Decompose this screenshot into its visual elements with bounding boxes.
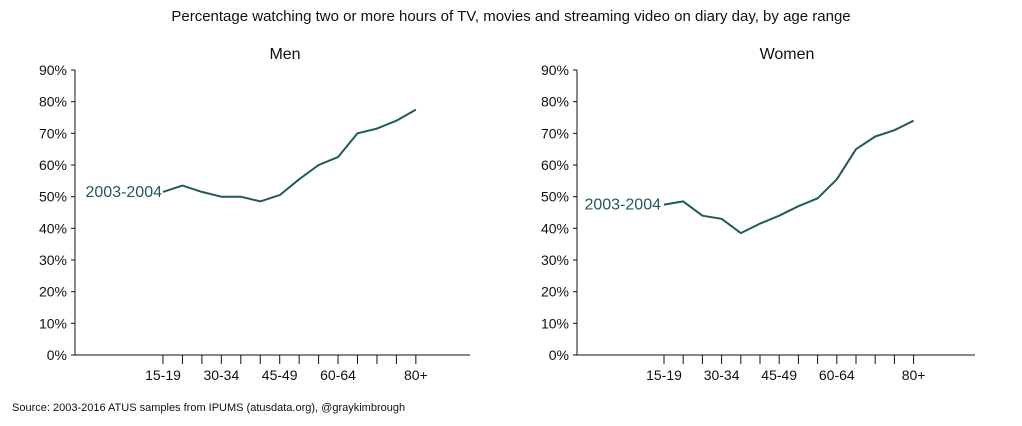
- y-tick-label: 50%: [541, 189, 569, 205]
- y-tick-label: 90%: [39, 62, 67, 78]
- x-tick-label: 80+: [902, 367, 926, 383]
- series-label: 2003-2004: [584, 197, 661, 214]
- x-tick-label: 60-64: [819, 367, 855, 383]
- y-tick-label: 50%: [39, 189, 67, 205]
- y-tick-label: 0%: [549, 347, 569, 363]
- y-tick-label: 30%: [39, 252, 67, 268]
- series-label: 2003-2004: [85, 184, 162, 201]
- x-tick-label: 80+: [404, 367, 428, 383]
- y-tick-label: 70%: [541, 125, 569, 141]
- y-tick-label: 10%: [541, 315, 569, 331]
- x-tick-label: 15-19: [646, 367, 682, 383]
- y-tick-label: 20%: [39, 284, 67, 300]
- panel-title: Women: [760, 46, 815, 63]
- x-tick-label: 30-34: [704, 367, 740, 383]
- y-tick-label: 10%: [39, 315, 67, 331]
- y-tick-label: 30%: [541, 252, 569, 268]
- y-tick-label: 80%: [541, 94, 569, 110]
- y-tick-label: 60%: [39, 157, 67, 173]
- women-panel: Women 0% 10% 20% 30% 40% 50% 60% 70% 80% 90% 15-19 3…: [541, 46, 975, 383]
- x-tick-label: 45-49: [262, 367, 298, 383]
- x-tick-label: 60-64: [320, 367, 356, 383]
- y-tick-label: 40%: [541, 220, 569, 236]
- panel-title: Men: [269, 46, 300, 63]
- y-tick-label: 60%: [541, 157, 569, 173]
- y-tick-label: 80%: [39, 94, 67, 110]
- y-tick-label: 0%: [47, 347, 67, 363]
- y-tick-label: 70%: [39, 125, 67, 141]
- source-note: Source: 2003-2016 ATUS samples from IPUM…: [12, 402, 406, 414]
- x-tick-label: 45-49: [761, 367, 797, 383]
- y-tick-label: 20%: [541, 284, 569, 300]
- series-line: [663, 119, 915, 235]
- y-tick-label: 40%: [39, 220, 67, 236]
- men-panel: Men 0% 10% 20% 30% 40% 50% 60% 70% 80% 90% 15-19 30-…: [39, 46, 470, 383]
- y-tick-label: 90%: [541, 62, 569, 78]
- x-tick-label: 30-34: [203, 367, 239, 383]
- x-tick-label: 15-19: [145, 367, 181, 383]
- series-line: [162, 108, 417, 203]
- chart-main-title: Percentage watching two or more hours of…: [171, 8, 851, 25]
